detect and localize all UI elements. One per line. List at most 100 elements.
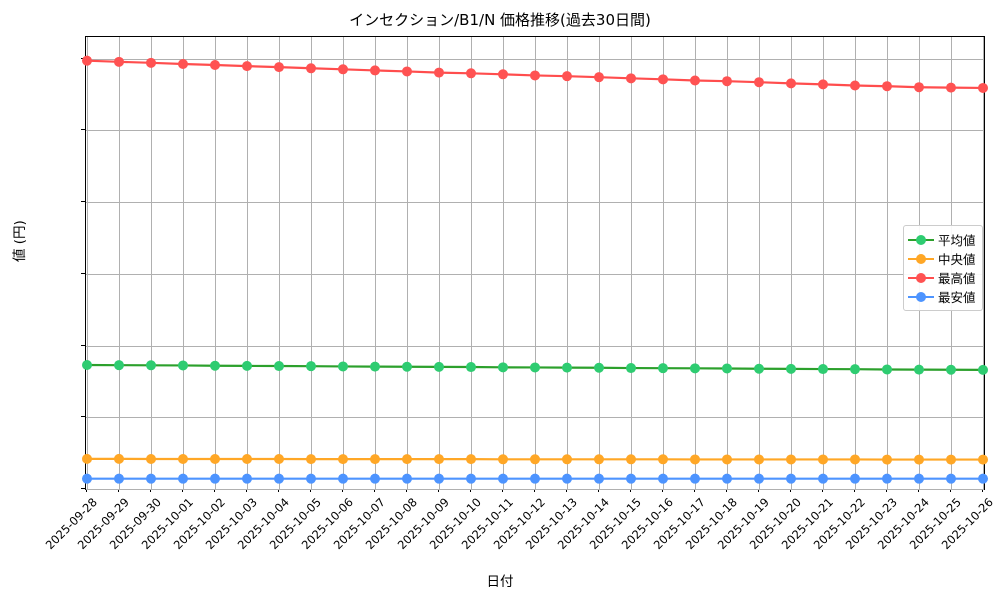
- gridline-vertical: [439, 37, 440, 489]
- data-point: [786, 473, 796, 484]
- data-point: [754, 473, 764, 484]
- gridline-vertical: [599, 37, 600, 489]
- data-point: [978, 454, 988, 465]
- data-point: [114, 473, 124, 484]
- data-point: [210, 360, 220, 371]
- gridline-vertical: [631, 37, 632, 489]
- y-tick-mark: [81, 201, 85, 203]
- gridline-vertical: [407, 37, 408, 489]
- x-tick-mark: [758, 488, 760, 492]
- data-point: [306, 63, 316, 74]
- gridline-vertical: [343, 37, 344, 489]
- data-point: [530, 473, 540, 484]
- gridline-vertical: [215, 37, 216, 489]
- data-point: [562, 473, 572, 484]
- x-tick-mark: [950, 488, 952, 492]
- chart-title: インセクション/B1/N 価格推移(過去30日間): [349, 11, 651, 29]
- data-point: [466, 473, 476, 484]
- data-point: [594, 473, 604, 484]
- data-point: [338, 454, 348, 465]
- legend-swatch-icon: [908, 271, 934, 285]
- x-tick-mark: [342, 488, 344, 492]
- data-point: [754, 77, 764, 88]
- data-point: [594, 72, 604, 83]
- x-tick-mark: [726, 488, 728, 492]
- gridline-vertical: [567, 37, 568, 489]
- legend-label: 平均値: [938, 233, 976, 248]
- data-point: [82, 55, 92, 66]
- x-tick-mark: [374, 488, 376, 492]
- data-point: [530, 454, 540, 465]
- data-point: [242, 360, 252, 371]
- x-tick-mark: [502, 488, 504, 492]
- gridline-vertical: [183, 37, 184, 489]
- x-tick-mark: [470, 488, 472, 492]
- data-point: [498, 362, 508, 373]
- data-point: [594, 454, 604, 465]
- x-tick-mark: [790, 488, 792, 492]
- gridline-vertical: [87, 37, 88, 489]
- data-point: [434, 361, 444, 372]
- data-point: [786, 363, 796, 374]
- data-point: [914, 82, 924, 93]
- data-point: [850, 473, 860, 484]
- data-point: [562, 454, 572, 465]
- data-point: [818, 454, 828, 465]
- data-point: [882, 454, 892, 465]
- gridline-vertical: [279, 37, 280, 489]
- data-point: [594, 362, 604, 373]
- data-point: [114, 360, 124, 371]
- gridline-vertical: [791, 37, 792, 489]
- data-point: [178, 360, 188, 371]
- data-point: [178, 473, 188, 484]
- data-point: [178, 454, 188, 465]
- data-point: [786, 454, 796, 465]
- x-axis-label: 日付: [486, 574, 514, 590]
- x-tick-mark: [438, 488, 440, 492]
- data-point: [242, 454, 252, 465]
- legend-swatch-icon: [908, 252, 934, 266]
- data-point: [722, 473, 732, 484]
- data-point: [82, 453, 92, 464]
- data-point: [210, 473, 220, 484]
- data-point: [626, 363, 636, 374]
- data-point: [786, 78, 796, 89]
- data-point: [754, 363, 764, 374]
- data-point: [114, 56, 124, 67]
- series-最高値: [82, 55, 988, 93]
- gridline-vertical: [471, 37, 472, 489]
- gridline-horizontal: [86, 489, 984, 490]
- gridline-vertical: [759, 37, 760, 489]
- data-point: [978, 82, 988, 93]
- x-tick-mark: [694, 488, 696, 492]
- data-point: [274, 454, 284, 465]
- legend-item-最高値[interactable]: 最高値: [908, 268, 977, 287]
- data-point: [850, 364, 860, 375]
- data-point: [946, 473, 956, 484]
- x-tick-mark: [534, 488, 536, 492]
- data-point: [146, 473, 156, 484]
- data-point: [914, 454, 924, 465]
- data-point: [242, 473, 252, 484]
- data-point: [466, 362, 476, 373]
- data-point: [434, 67, 444, 78]
- legend-swatch-icon: [908, 233, 934, 247]
- legend-item-中央値[interactable]: 中央値: [908, 249, 977, 268]
- legend-swatch-icon: [908, 290, 934, 304]
- data-point: [818, 79, 828, 90]
- x-tick-mark: [182, 488, 184, 492]
- gridline-vertical: [695, 37, 696, 489]
- data-point: [914, 364, 924, 375]
- x-tick-mark: [310, 488, 312, 492]
- legend-item-最安値[interactable]: 最安値: [908, 287, 977, 306]
- data-point: [690, 363, 700, 374]
- data-point: [562, 362, 572, 373]
- legend-item-平均値[interactable]: 平均値: [908, 230, 977, 249]
- x-tick-mark: [982, 488, 984, 492]
- series-平均値: [82, 360, 988, 375]
- x-tick-mark: [406, 488, 408, 492]
- data-point: [658, 473, 668, 484]
- data-point: [498, 454, 508, 465]
- data-point: [82, 360, 92, 371]
- data-point: [370, 65, 380, 76]
